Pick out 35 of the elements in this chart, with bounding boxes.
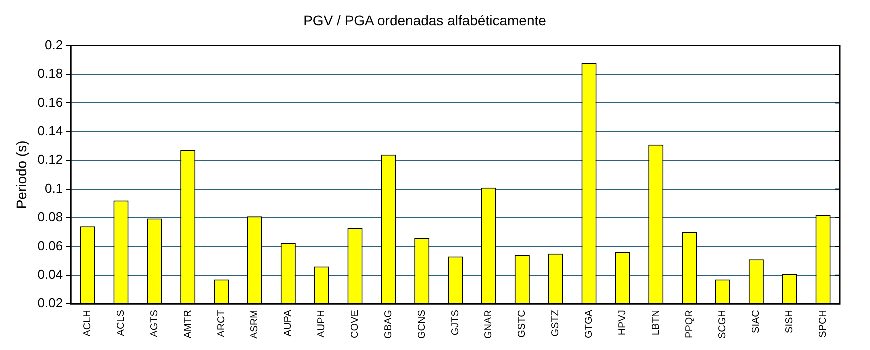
y-axis-title: Periodo (s) [13, 140, 30, 210]
y-tick-label: 0.06 [38, 238, 64, 254]
x-tick-label: AUPH [316, 310, 328, 338]
x-tick-label: AMTR [182, 310, 194, 338]
x-tick-label: HPVJ [617, 310, 628, 336]
y-tick-label: 0.1 [45, 180, 64, 196]
x-tick-label: ARCT [216, 310, 228, 338]
y-tick-label: 0.02 [38, 296, 64, 311]
y-tick-label: 0.08 [38, 210, 64, 225]
x-tick-label: SIAC [751, 310, 762, 334]
chart-title: PGV / PGA ordenadas alfabéticamente [304, 12, 547, 28]
y-tick-label: 0.14 [38, 123, 64, 138]
y-tick-label: 0.04 [38, 266, 64, 282]
x-tick-label: SCGH [718, 310, 729, 340]
y-tick-label: 0.16 [38, 94, 64, 110]
x-tick-label: ASRM [250, 310, 261, 340]
x-tick-label: ACLH [82, 310, 94, 337]
x-tick-label: GSTC [517, 310, 528, 338]
x-tick-label: COVE [350, 310, 362, 338]
x-tick-label: AUPA [283, 310, 294, 337]
x-tick-label: GTGA [584, 310, 596, 338]
x-tick-label: GJTS [450, 310, 462, 336]
x-tick-label: ACLS [116, 310, 127, 336]
x-tick-label: SISH [784, 310, 796, 334]
x-tick-label: GBAG [383, 310, 394, 340]
x-tick-label: SPCH [818, 310, 830, 338]
y-tick-label: 0.18 [38, 66, 64, 82]
x-tick-label: LBTN [650, 310, 662, 336]
x-tick-label: GSTZ [550, 310, 562, 337]
x-tick-label: GCNS [416, 310, 428, 340]
y-tick-label: 0.12 [38, 152, 64, 168]
y-tick-label: 0.2 [45, 37, 64, 52]
x-tick-label: AGTS [149, 310, 160, 338]
x-tick-label: GNAR [484, 310, 495, 340]
x-tick-label: PPQR [684, 310, 696, 338]
